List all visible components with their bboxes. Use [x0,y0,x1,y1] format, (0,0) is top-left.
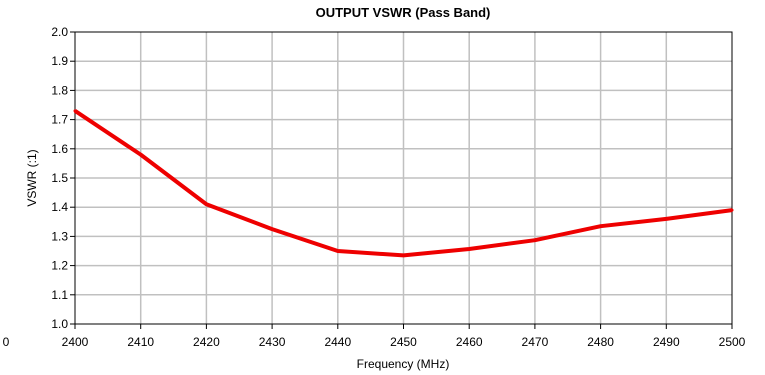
y-tick-label: 1.3 [51,229,68,243]
x-tick-label: 2480 [587,335,614,349]
y-tick-label: 1.1 [51,288,68,302]
y-tick-label: 1.0 [51,317,68,331]
x-tick-label: 2500 [719,335,746,349]
x-tick-label: 2440 [324,335,351,349]
y-tick-label: 1.2 [51,259,68,273]
x-tick-label: 2420 [193,335,220,349]
data-point [270,227,274,231]
x-tick-label: 2400 [62,335,89,349]
y-tick-label: 1.9 [51,54,68,68]
data-point [402,253,405,257]
stray-tick-label: 0 [3,335,10,349]
x-tick-label: 2450 [390,335,417,349]
data-point [336,249,340,253]
data-point [533,238,537,242]
data-point [599,224,603,228]
series-layer [73,109,734,258]
grid-lines [75,32,732,324]
data-point [467,247,471,251]
data-point [664,217,668,221]
data-point [73,109,77,113]
x-tick-label: 2470 [522,335,549,349]
y-tick-label: 1.5 [51,171,68,185]
axis-ticks: 2400 2410 2420 2430 2440 2450 2460 2470 2480 2490… [51,25,745,349]
x-tick-label: 2490 [653,335,680,349]
y-tick-label: 1.7 [51,113,68,127]
data-point [204,202,208,206]
x-tick-label: 2460 [456,335,483,349]
y-axis-title: VSWR (:1) [25,149,39,206]
x-tick-label: 2410 [127,335,154,349]
y-tick-label: 2.0 [51,25,68,39]
data-point [139,153,143,157]
y-tick-label: 1.4 [51,200,68,214]
chart-title: OUTPUT VSWR (Pass Band) [316,5,491,20]
x-tick-label: 2430 [259,335,286,349]
data-point [730,208,734,212]
y-tick-label: 1.8 [51,83,68,97]
x-axis-title: Frequency (MHz) [357,357,450,371]
y-tick-label: 1.6 [51,142,68,156]
